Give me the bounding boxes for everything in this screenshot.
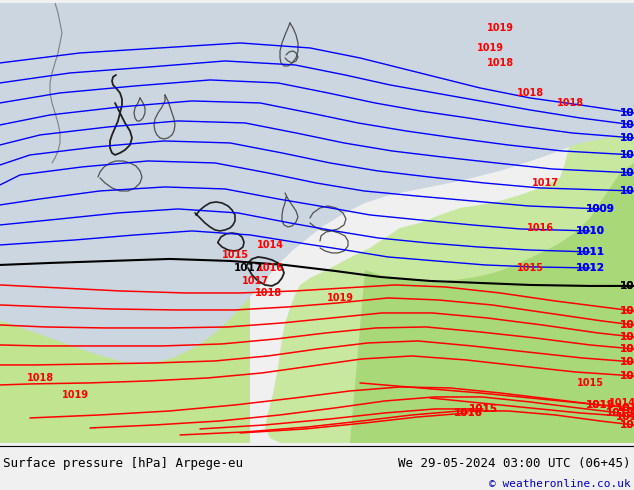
Text: 1006: 1006 [619, 150, 634, 160]
Text: 1004: 1004 [619, 120, 634, 130]
Text: 1013: 1013 [619, 281, 634, 291]
Text: 1017: 1017 [531, 178, 559, 188]
Text: 1011: 1011 [576, 247, 604, 257]
Text: © weatheronline.co.uk: © weatheronline.co.uk [489, 479, 631, 489]
Text: 1018: 1018 [486, 58, 514, 68]
Text: 1004: 1004 [619, 120, 634, 130]
Text: 1008: 1008 [619, 186, 634, 196]
Text: 1017: 1017 [619, 420, 634, 430]
Text: 1019: 1019 [486, 23, 514, 33]
Polygon shape [0, 3, 634, 443]
Text: 1017: 1017 [619, 344, 634, 354]
Text: 1011: 1011 [576, 247, 604, 257]
Text: 1007: 1007 [619, 168, 634, 178]
Text: 1015: 1015 [619, 320, 634, 330]
Text: 1016: 1016 [257, 263, 283, 273]
Text: 1006: 1006 [619, 150, 634, 160]
Text: 1019: 1019 [327, 293, 354, 303]
Text: 1008: 1008 [619, 186, 634, 196]
Text: 1003: 1003 [619, 108, 634, 118]
Text: 1015: 1015 [469, 404, 498, 414]
Text: 1015: 1015 [576, 378, 604, 388]
Text: 1018: 1018 [517, 88, 543, 98]
Text: 1015b: 1015b [616, 412, 634, 422]
Text: 1014: 1014 [257, 240, 283, 250]
Text: 1018: 1018 [27, 373, 53, 383]
Text: 1003: 1003 [619, 108, 634, 118]
Text: 1017: 1017 [619, 420, 634, 430]
Text: 1016: 1016 [619, 332, 634, 342]
Text: 1016: 1016 [453, 408, 482, 418]
Text: 1019: 1019 [605, 408, 634, 418]
Text: 1005: 1005 [619, 133, 634, 143]
Text: 1018: 1018 [557, 98, 583, 108]
Text: 1017: 1017 [619, 344, 634, 354]
Text: 1016b: 1016b [616, 403, 634, 413]
Text: 1012: 1012 [576, 263, 604, 273]
Text: 1018: 1018 [586, 400, 614, 410]
Text: 1019: 1019 [605, 408, 634, 418]
Text: 1018: 1018 [619, 357, 634, 367]
Text: 1014: 1014 [619, 306, 634, 316]
Text: 1010: 1010 [576, 226, 604, 236]
Text: 1009: 1009 [586, 204, 614, 214]
Text: 1016b: 1016b [616, 403, 634, 413]
Text: 1005: 1005 [619, 133, 634, 143]
Text: Surface pressure [hPa] Arpege-eu: Surface pressure [hPa] Arpege-eu [3, 457, 243, 469]
Polygon shape [0, 261, 250, 443]
Text: 1015: 1015 [619, 320, 634, 330]
Text: 1019: 1019 [477, 43, 503, 53]
Text: 1014: 1014 [609, 398, 634, 408]
Text: 1019: 1019 [619, 371, 634, 381]
Text: 1019: 1019 [61, 390, 89, 400]
Text: 1016: 1016 [526, 223, 553, 233]
Text: 1019: 1019 [619, 371, 634, 381]
Text: 1016: 1016 [453, 408, 482, 418]
Text: 1015: 1015 [469, 404, 498, 414]
Text: 1017: 1017 [233, 263, 262, 273]
Text: 1015: 1015 [517, 263, 543, 273]
Text: 1009: 1009 [586, 204, 614, 214]
Text: 1018: 1018 [619, 357, 634, 367]
Text: 1016: 1016 [619, 332, 634, 342]
Text: 1015: 1015 [221, 250, 249, 260]
Polygon shape [0, 3, 634, 363]
Text: 1015b: 1015b [616, 412, 634, 422]
Text: 1013: 1013 [619, 281, 634, 291]
Polygon shape [350, 163, 634, 443]
Text: 1018: 1018 [586, 400, 614, 410]
Text: We 29-05-2024 03:00 UTC (06+45): We 29-05-2024 03:00 UTC (06+45) [398, 457, 631, 469]
Text: 1012: 1012 [576, 263, 604, 273]
Text: 1018: 1018 [254, 288, 281, 298]
Text: 1014: 1014 [619, 306, 634, 316]
Text: 1017: 1017 [242, 276, 269, 286]
Text: 1010: 1010 [576, 226, 604, 236]
Text: 1007: 1007 [619, 168, 634, 178]
